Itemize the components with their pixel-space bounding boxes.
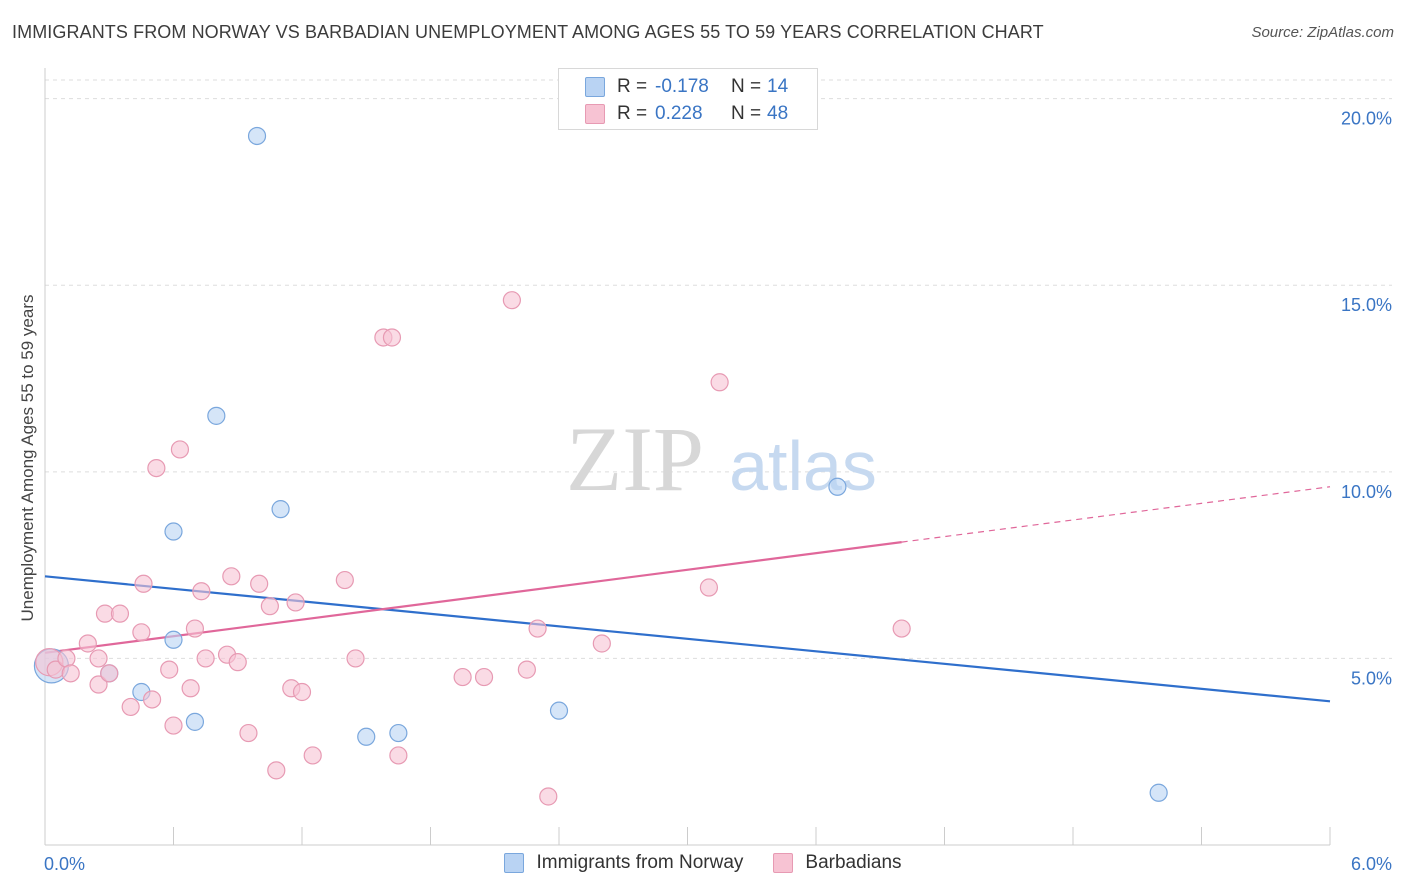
barbadian-point[interactable]	[147, 458, 166, 478]
watermark: ZIP atlas	[566, 408, 877, 510]
barbadian-point[interactable]	[517, 660, 536, 679]
norway-point[interactable]	[1149, 783, 1168, 802]
barbadian-point[interactable]	[110, 604, 130, 623]
norway-trend-line	[44, 575, 1331, 703]
barbadian-point[interactable]	[335, 570, 354, 590]
barbadian-trend-extension	[901, 486, 1331, 543]
legend-row-norway: R = -0.178 N = 14	[559, 74, 788, 100]
barbadian-point[interactable]	[382, 328, 402, 347]
r-value: -0.178	[655, 76, 709, 97]
barbadian-point[interactable]	[57, 649, 76, 668]
axes	[44, 68, 1331, 846]
watermark-zip: ZIP	[566, 408, 704, 510]
series-legend: Immigrants from Norway Barbadians	[0, 852, 1406, 874]
watermark-atlas: atlas	[729, 427, 877, 505]
norway-point[interactable]	[207, 406, 226, 425]
barbadian-point[interactable]	[892, 619, 911, 638]
barbadian-point[interactable]	[160, 660, 179, 679]
norway-point[interactable]	[549, 701, 569, 720]
barbadian-point[interactable]	[286, 593, 305, 612]
legend-item-barbadians[interactable]: Barbadians	[773, 852, 902, 874]
n-value: 14	[767, 76, 789, 97]
barbadian-point[interactable]	[100, 664, 119, 683]
barbadian-point[interactable]	[389, 746, 408, 765]
barbadian-point[interactable]	[267, 761, 286, 780]
barbadian-point[interactable]	[453, 667, 472, 687]
r-label: R =	[617, 76, 648, 97]
n-label: N =	[731, 76, 762, 97]
barbadian-point[interactable]	[164, 716, 183, 735]
barbadian-point[interactable]	[250, 574, 269, 593]
x-tick-label: 6.0%	[1351, 854, 1392, 874]
barbadian-point[interactable]	[260, 597, 279, 616]
blue-swatch	[504, 853, 525, 873]
barbadian-point[interactable]	[61, 664, 80, 683]
barbadian-point[interactable]	[134, 574, 153, 593]
blue-swatch	[585, 77, 605, 97]
barbadian-point[interactable]	[292, 682, 312, 702]
barbadian-point[interactable]	[192, 582, 211, 601]
barbadian-trend-line	[44, 541, 902, 654]
y-tick-label: 5.0%	[1351, 668, 1392, 688]
stats-legend: R = -0.178 N = 14 R = 0.228 N = 48	[558, 68, 818, 130]
norway-point[interactable]	[247, 126, 267, 146]
barbadian-point[interactable]	[710, 373, 729, 392]
barbadian-point[interactable]	[89, 675, 108, 694]
barbadian-point[interactable]	[239, 723, 258, 743]
y-tick-label: 15.0%	[1341, 295, 1392, 315]
norway-point[interactable]	[357, 727, 376, 746]
norway-point[interactable]	[271, 500, 290, 519]
y-tick-label: 20.0%	[1341, 109, 1392, 129]
norway-point[interactable]	[828, 477, 847, 496]
norway-point[interactable]	[164, 630, 183, 649]
barbadian-point[interactable]	[592, 634, 611, 653]
norway-point[interactable]	[164, 522, 183, 541]
tick-labels: 5.0% 10.0% 15.0% 20.0% 0.0% 6.0%	[44, 109, 1392, 874]
r-value: 0.228	[655, 103, 703, 124]
barbadian-point[interactable]	[185, 619, 205, 638]
barbadian-point[interactable]	[78, 634, 97, 653]
source-label: Source: ZipAtlas.com	[1251, 24, 1394, 41]
legend-label-barbadians: Barbadians	[805, 852, 902, 873]
legend-label-norway: Immigrants from Norway	[536, 852, 744, 873]
legend-row-barbadians: R = 0.228 N = 48	[559, 101, 788, 127]
barbadian-point[interactable]	[132, 623, 151, 642]
chart-title: IMMIGRANTS FROM NORWAY VS BARBADIAN UNEM…	[12, 22, 1044, 42]
barbadian-point[interactable]	[303, 746, 322, 765]
gridlines	[45, 79, 1392, 659]
n-value: 48	[767, 103, 789, 124]
barbadian-point[interactable]	[228, 653, 247, 672]
barbadian-point[interactable]	[699, 578, 719, 597]
n-label: N =	[731, 103, 762, 124]
barbadian-point[interactable]	[474, 667, 494, 687]
pink-swatch	[585, 104, 605, 124]
trend-lines	[44, 486, 1331, 703]
barbadian-point[interactable]	[528, 619, 547, 638]
barbadian-point[interactable]	[502, 291, 521, 310]
y-tick-label: 10.0%	[1341, 482, 1392, 502]
legend-item-norway[interactable]: Immigrants from Norway	[504, 852, 743, 874]
barbadian-point[interactable]	[121, 697, 140, 717]
norway-point[interactable]	[389, 723, 408, 743]
barbadian-point[interactable]	[222, 567, 241, 586]
barbadian-point[interactable]	[181, 679, 200, 698]
barbadian-point[interactable]	[346, 649, 365, 668]
pink-swatch	[773, 853, 794, 873]
barbadian-point[interactable]	[170, 440, 190, 459]
data-points	[33, 126, 1168, 806]
barbadian-point[interactable]	[196, 649, 215, 668]
x-tick-label: 0.0%	[44, 854, 85, 874]
barbadian-point[interactable]	[89, 649, 108, 668]
barbadian-point[interactable]	[142, 690, 162, 709]
r-label: R =	[617, 103, 648, 124]
barbadian-point[interactable]	[539, 787, 558, 806]
norway-point[interactable]	[185, 712, 205, 731]
